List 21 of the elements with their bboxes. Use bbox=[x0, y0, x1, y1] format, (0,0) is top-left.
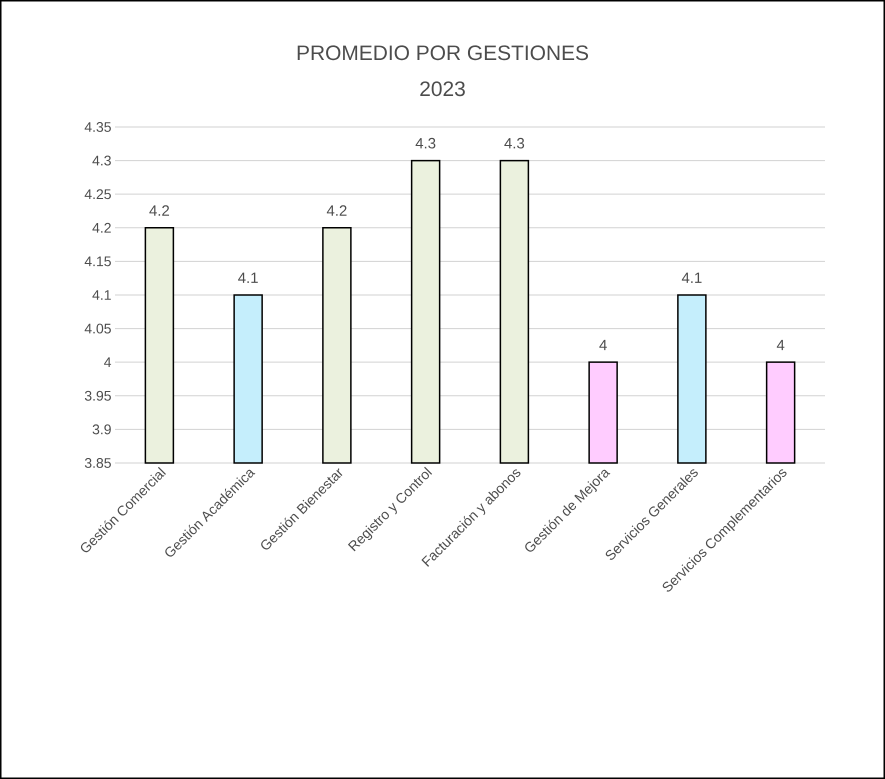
y-tick-label: 4.1 bbox=[92, 290, 111, 300]
y-tick-label: 4 bbox=[104, 357, 112, 367]
data-label: 4.1 bbox=[682, 272, 702, 283]
y-tick-label: 4.3 bbox=[92, 156, 111, 166]
y-tick-label: 4.05 bbox=[84, 324, 111, 334]
data-label: 4.2 bbox=[149, 205, 170, 216]
y-tick-label: 4.25 bbox=[84, 189, 111, 200]
data-label: 4.1 bbox=[238, 272, 258, 283]
data-label: 4.2 bbox=[326, 205, 347, 216]
chart-subtitle: 2023 bbox=[420, 81, 465, 96]
data-label: 4.3 bbox=[416, 138, 436, 149]
y-tick-label: 3.9 bbox=[92, 424, 111, 434]
y-tick-label: 3.95 bbox=[84, 390, 111, 401]
data-label: 4.3 bbox=[504, 138, 524, 149]
chart-title: PROMEDIO POR GESTIONES bbox=[298, 45, 588, 60]
data-label: 4 bbox=[776, 340, 784, 350]
data-label: 4 bbox=[599, 340, 607, 350]
y-tick-label: 4.2 bbox=[92, 222, 111, 233]
y-tick-label: 4.35 bbox=[84, 122, 111, 132]
y-tick-label: 4.15 bbox=[84, 256, 111, 266]
y-tick-label: 3.85 bbox=[84, 458, 111, 468]
